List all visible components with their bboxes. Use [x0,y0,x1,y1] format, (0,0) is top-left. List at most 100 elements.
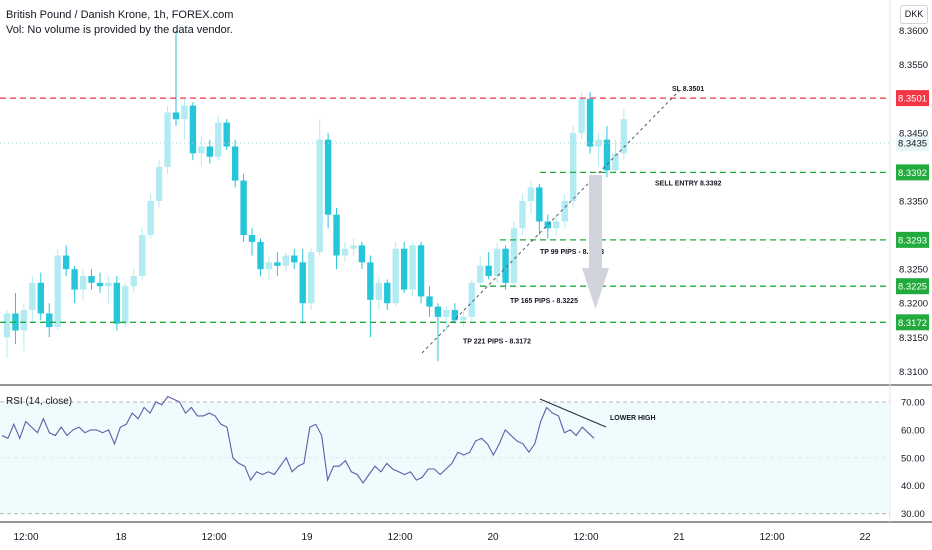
candle-body [578,98,585,133]
time-tick-label: 21 [673,532,685,543]
candle-body [553,221,560,229]
lower-high-label: LOWER HIGH [610,415,656,422]
candle-body [96,282,104,287]
time-tick-label: 18 [115,532,127,543]
candle-body [62,255,70,270]
arrow-shaft [589,175,602,270]
level-label: TP 221 PIPS - 8.3172 [463,338,531,345]
candle-body [527,187,535,202]
candle-body [164,112,171,167]
candle-body [240,180,247,236]
candle-body [130,275,137,287]
price-tick-label: 8.3550 [899,60,928,71]
rsi-line [1,395,595,484]
price-tag [896,231,929,248]
currency-badge[interactable]: DKK [900,5,928,24]
level-label: TP 99 PIPS - 8.3293 [540,249,604,256]
price-tick-label: 8.3450 [899,128,928,139]
candle-body [308,252,315,304]
candle-body [561,201,568,222]
candle-body [384,282,391,304]
price-tick-label: 8.3250 [899,265,928,276]
candle-body [147,201,154,236]
candle-body [620,119,628,154]
candle-body [341,248,349,256]
candle-body [400,248,408,290]
candle-body [375,282,382,300]
candle-body [417,245,425,297]
candle-body [265,262,273,270]
candle-body [502,248,509,283]
candle-body [443,310,450,317]
candle-body [198,146,205,154]
level-label: TP 165 PIPS - 8.3225 [510,298,578,305]
candle-body [37,282,44,314]
current-price-tag-label: 8.3435 [898,139,927,150]
time-tick-label: 12:00 [759,532,784,543]
time-tick-label: 12:00 [13,532,38,543]
price-tick-label: 8.3100 [899,367,928,378]
price-tick-label: 8.3200 [899,299,928,310]
price-tag [896,314,929,331]
time-tick-label: 22 [859,532,871,543]
candle-body [29,282,36,311]
candle-body [612,153,619,171]
rsi-tick-label: 60.00 [901,425,925,436]
candle-body [493,248,501,276]
arrow-head [582,268,609,309]
candle-body [468,282,475,317]
volume-note: Vol: No volume is provided by the data v… [6,24,233,36]
candle-body [282,255,290,266]
candle-body [519,201,526,229]
candle-body [155,166,163,202]
candle-body [79,275,87,290]
candle-body [426,296,433,307]
rsi-title: RSI (14, close) [6,396,73,407]
price-tag-label: 8.3293 [898,235,927,246]
candle-body [206,146,213,157]
candle-body [223,122,230,147]
price-tick-label: 8.3150 [899,333,928,344]
candle-body [88,275,95,283]
time-tick-label: 12:00 [387,532,412,543]
candle-body [3,313,11,338]
price-tag [896,90,929,107]
rsi-tick-label: 70.00 [901,397,925,408]
candle-body [20,310,28,331]
candle-body [595,139,602,147]
candle-body [172,112,180,120]
candle-body [299,262,306,304]
candle-body [181,105,188,120]
candle-body [434,306,442,317]
candle-body [485,265,492,276]
candle-body [71,269,78,290]
candle-body [569,132,577,202]
time-tick-label: 20 [487,532,499,543]
level-label: SL 8.3501 [672,86,704,93]
candle-body [105,282,112,287]
candle-body [54,255,61,328]
current-price-tag [896,135,929,152]
candle-body [510,228,518,283]
candle-body [409,245,416,290]
rsi-tick-label: 40.00 [901,481,925,492]
price-tick-label: 8.3350 [899,197,928,208]
price-tag-label: 8.3501 [898,94,927,105]
price-tag-label: 8.3392 [898,168,927,179]
time-tick-label: 12:00 [201,532,226,543]
candle-body [257,241,264,270]
candle-body [274,262,281,266]
candle-body [46,313,53,328]
level-label: SELL ENTRY 8.3392 [655,180,722,187]
rsi-tick-label: 30.00 [901,509,925,520]
candle-body [477,265,484,283]
chart-title: British Pound / Danish Krone, 1h, FOREX.… [6,9,234,21]
candle-body [333,214,340,256]
candle-body [316,139,323,253]
price-tag [896,164,929,181]
candle-body [451,310,459,321]
candle-body [544,221,551,229]
time-tick-label: 12:00 [573,532,598,543]
candle-body [536,187,543,222]
